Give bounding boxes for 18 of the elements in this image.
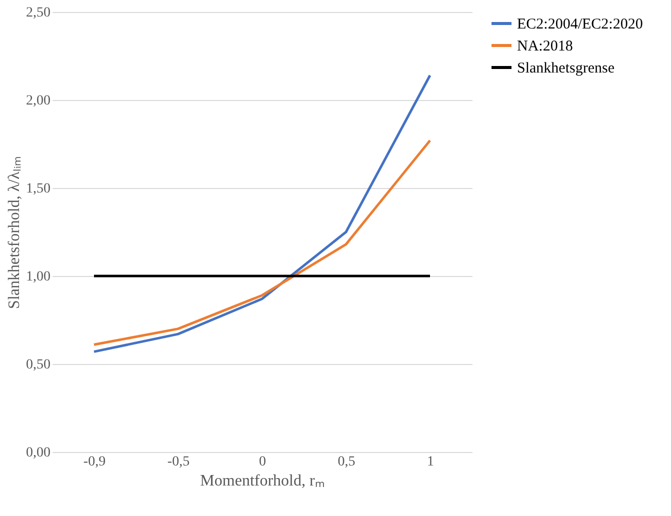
- x-tick-label: -0,5: [167, 454, 190, 470]
- legend-label: EC2:2004/EC2:2020: [517, 16, 643, 32]
- y-tick-label: 2,50: [26, 6, 50, 20]
- y-axis-title: Slankhetsforhold, λ/λₗᵢₘ: [6, 156, 23, 309]
- y-tick-label: 0,00: [26, 446, 50, 460]
- x-tick-label: 0,5: [338, 454, 356, 470]
- y-tick-label: 1,00: [26, 270, 50, 284]
- legend-label: NA:2018: [517, 38, 573, 54]
- y-tick-label: 0,50: [26, 358, 50, 372]
- x-tick-label: 0: [259, 454, 266, 470]
- legend-label: Slankhetsgrense: [517, 60, 615, 76]
- x-tick-label: 1: [427, 454, 434, 470]
- x-axis-title: Momentforhold, rₘ: [200, 472, 325, 490]
- y-tick-label: 1,50: [26, 182, 50, 196]
- y-tick-label: 2,00: [26, 94, 50, 108]
- line-series: [92, 74, 432, 353]
- x-tick-label: -0,9: [83, 454, 106, 470]
- line-series: [92, 139, 432, 346]
